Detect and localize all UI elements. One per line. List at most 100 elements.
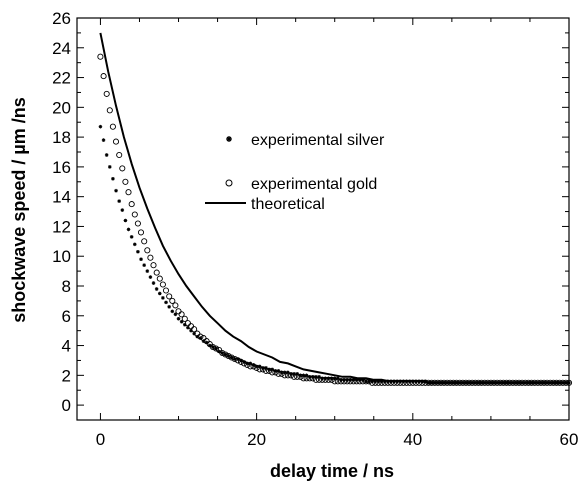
silver-point: [289, 372, 293, 376]
silver-point: [439, 380, 443, 385]
silver-point: [332, 376, 337, 381]
silver-point: [414, 379, 418, 384]
silver-point: [554, 380, 559, 385]
silver-point: [529, 380, 534, 385]
y-tick-label: 6: [62, 307, 71, 326]
series-theoretical: [99, 32, 569, 384]
silver-point: [345, 378, 350, 382]
silver-point: [470, 380, 474, 385]
x-tick-label: 0: [96, 430, 105, 449]
silver-point: [489, 380, 493, 385]
y-tick-label: 20: [52, 98, 71, 117]
silver-point: [132, 242, 137, 247]
silver-point: [560, 380, 565, 385]
x-tick-label: 40: [403, 430, 422, 449]
y-tick-label: 24: [52, 39, 71, 58]
gold-point: [191, 326, 198, 333]
silver-point: [170, 309, 175, 314]
silver-point: [101, 138, 106, 142]
y-tick-label: 22: [52, 69, 71, 88]
x-axis: 0 20 40 60: [96, 18, 578, 449]
silver-point: [510, 380, 515, 385]
silver-point: [411, 379, 415, 384]
silver-point: [417, 379, 421, 384]
silver-point: [436, 380, 440, 385]
gold-point: [109, 123, 116, 130]
silver-point: [395, 379, 399, 384]
silver-point: [257, 364, 262, 369]
silver-point: [204, 340, 209, 345]
silver-point: [548, 380, 553, 385]
gold-point: [209, 343, 216, 351]
silver-point: [270, 367, 275, 372]
silver-point: [314, 375, 318, 379]
legend-marker-silver: [226, 136, 232, 142]
y-tick-label: 10: [52, 247, 71, 266]
silver-point: [467, 380, 471, 385]
gold-point: [225, 352, 232, 360]
silver-point: [448, 380, 453, 385]
silver-point: [542, 380, 546, 385]
y-tick-label: 16: [52, 158, 71, 177]
gold-point: [122, 178, 129, 185]
silver-point: [423, 379, 428, 384]
silver-point: [551, 380, 556, 385]
silver-point: [526, 380, 531, 385]
silver-point: [479, 380, 484, 385]
silver-point: [276, 369, 281, 373]
silver-point: [139, 257, 143, 261]
silver-point: [317, 375, 321, 379]
silver-point: [273, 369, 278, 373]
gold-point: [141, 238, 148, 245]
silver-point: [311, 375, 315, 379]
legend-label-silver: experimental silver: [251, 132, 385, 149]
gold-point: [125, 189, 132, 196]
silver-point: [523, 380, 528, 385]
gold-point: [131, 211, 138, 218]
silver-point: [351, 378, 356, 382]
series-experimental-gold: [97, 53, 573, 386]
silver-point: [245, 361, 250, 366]
silver-point: [217, 349, 221, 354]
silver-point: [398, 379, 403, 384]
silver-point: [307, 375, 312, 379]
silver-point: [242, 360, 246, 364]
silver-point: [226, 354, 231, 358]
silver-point: [198, 336, 203, 340]
silver-point: [295, 372, 300, 376]
gold-point: [219, 349, 226, 357]
silver-point: [454, 380, 459, 385]
y-tick-label: 18: [52, 128, 71, 147]
silver-point: [320, 376, 325, 381]
silver-point: [173, 312, 178, 317]
silver-point: [451, 380, 456, 385]
silver-point: [117, 199, 121, 203]
silver-point: [129, 235, 134, 239]
silver-point: [282, 370, 287, 375]
gold-point: [169, 297, 176, 304]
series-experimental-silver: [98, 124, 571, 385]
x-tick-label: 20: [247, 430, 266, 449]
silver-point: [357, 378, 362, 382]
silver-point: [567, 380, 571, 385]
silver-point: [251, 363, 256, 367]
silver-point: [301, 373, 306, 378]
silver-point: [342, 378, 346, 382]
silver-point: [192, 331, 196, 336]
gold-point: [97, 53, 104, 60]
silver-point: [501, 380, 506, 385]
silver-point: [354, 378, 359, 382]
silver-point: [214, 346, 218, 351]
gold-point: [134, 220, 141, 227]
silver-point: [367, 379, 371, 384]
silver-point: [239, 358, 243, 363]
y-axis-title: shockwave speed / µm /ns: [9, 97, 29, 322]
legend-label-theoretical: theoretical: [251, 196, 325, 213]
silver-point: [407, 379, 412, 384]
gold-point: [147, 254, 154, 261]
silver-point: [114, 188, 118, 193]
plot-border: [76, 17, 570, 421]
silver-point: [248, 361, 253, 366]
silver-point: [517, 380, 521, 385]
